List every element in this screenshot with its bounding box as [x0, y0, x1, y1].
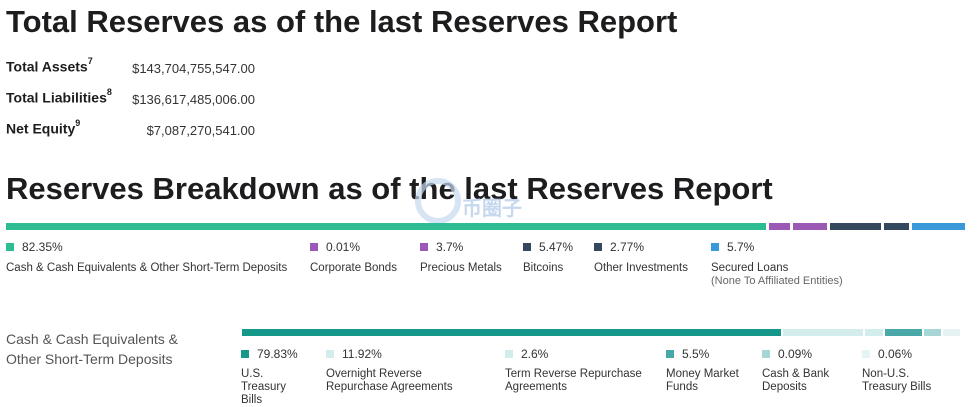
bar-segment — [6, 223, 767, 230]
summary-value: $143,704,755,547.00 — [132, 61, 255, 76]
summary-value: $136,617,485,006.00 — [132, 92, 255, 107]
legend-percent-value: 0.09% — [778, 347, 813, 361]
legend-swatch — [711, 242, 719, 251]
legend-swatch — [505, 349, 513, 358]
legend-label: Cash & Bank Deposits — [762, 368, 830, 393]
legend-percent-value: 11.92% — [342, 347, 382, 361]
footnote-marker: 7 — [87, 56, 93, 66]
legend-label: Secured Loans (None To Affiliated Entitie… — [711, 262, 843, 287]
legend-label: Overnight Reverse Repurchase Agreements — [326, 368, 453, 393]
legend-percent: 11.92% — [326, 347, 382, 361]
legend-percent-value: 5.7% — [727, 240, 755, 254]
legend-percent-value: 79.83% — [257, 347, 298, 361]
bar-segment — [943, 329, 960, 336]
summary-label: Net Equity9 — [6, 118, 81, 137]
legend-percent: 0.09% — [762, 347, 812, 361]
legend-percent-value: 3.7% — [436, 240, 464, 254]
bar-segment — [242, 329, 781, 336]
summary-label: Total Liabilities8 — [6, 87, 112, 106]
reserves-breakdown-heading: Reserves Breakdown as of the last Reserv… — [6, 171, 773, 206]
legend-swatch — [862, 349, 870, 358]
legend-percent: 0.01% — [310, 240, 360, 254]
legend-percent: 3.7% — [420, 240, 463, 254]
legend-percent-value: 82.35% — [22, 240, 63, 254]
legend-label: Corporate Bonds — [310, 262, 397, 274]
watermark-logo-icon — [415, 178, 461, 224]
legend-label: Precious Metals — [420, 262, 502, 274]
legend-label: Other Investments — [594, 262, 688, 274]
legend-percent: 79.83% — [241, 347, 298, 361]
bar-segment — [769, 223, 791, 230]
summary-label: Total Assets7 — [6, 56, 93, 75]
legend-percent-value: 5.47% — [539, 240, 574, 254]
cash-section-title: Cash & Cash Equivalents & Other Short-Te… — [6, 331, 178, 367]
legend-swatch — [420, 242, 428, 251]
bar-segment — [793, 223, 828, 230]
legend-sublabel: (None To Affiliated Entities) — [711, 275, 843, 287]
legend-swatch — [523, 242, 531, 251]
legend-percent: 5.5% — [666, 347, 709, 361]
total-reserves-heading: Total Reserves as of the last Reserves R… — [6, 4, 678, 39]
legend-percent-value: 0.01% — [326, 240, 361, 254]
summary-value: $7,087,270,541.00 — [146, 123, 255, 138]
legend-swatch — [762, 349, 770, 358]
legend-swatch — [594, 242, 602, 251]
bar-segment — [912, 223, 965, 230]
bar-segment — [924, 329, 942, 336]
legend-swatch — [326, 349, 334, 358]
legend-percent: 5.7% — [711, 240, 754, 254]
legend-swatch — [310, 242, 318, 251]
legend-percent: 2.77% — [594, 240, 644, 254]
legend-label: Non-U.S. Treasury Bills — [862, 368, 932, 393]
legend-swatch — [666, 349, 674, 358]
bar-segment — [782, 329, 864, 336]
legend-percent-value: 2.6% — [521, 347, 549, 361]
watermark-text: 币圈子 — [462, 198, 522, 220]
legend-percent-value: 5.5% — [682, 347, 710, 361]
legend-swatch — [241, 349, 249, 358]
legend-percent: 2.6% — [505, 347, 548, 361]
legend-label: U.S. Treasury Bills — [241, 368, 286, 406]
legend-percent: 5.47% — [523, 240, 573, 254]
legend-label: Bitcoins — [523, 262, 564, 274]
legend-swatch — [6, 242, 14, 251]
bar-segment — [883, 223, 910, 230]
legend-percent-value: 0.06% — [878, 347, 913, 361]
legend-label: Cash & Cash Equivalents & Other Short-Te… — [6, 262, 288, 274]
legend-percent: 0.06% — [862, 347, 912, 361]
bar-segment — [865, 329, 883, 336]
legend-percent-value: 2.77% — [610, 240, 645, 254]
legend-percent: 82.35% — [6, 240, 63, 254]
footnote-marker: 9 — [75, 118, 81, 128]
legend-label: Term Reverse Repurchase Agreements — [505, 368, 642, 393]
bar-segment — [830, 223, 881, 230]
bar-segment — [885, 329, 923, 336]
legend-label: Money Market Funds — [666, 368, 739, 393]
footnote-marker: 8 — [106, 87, 112, 97]
